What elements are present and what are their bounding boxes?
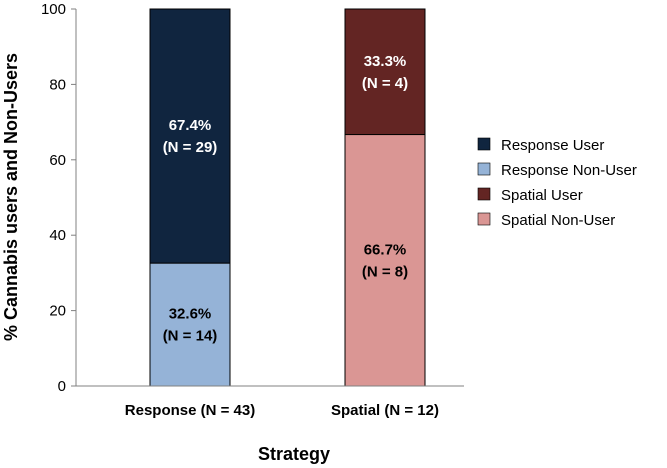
segment-count-label: (N = 8) [362,263,408,280]
legend-swatch [477,162,491,176]
bar-segment-response-non-user [149,262,231,387]
segment-percent-label: 33.3% [364,53,407,70]
y-tick-label: 20 [49,303,66,320]
bar-segment-spatial-user [344,8,426,136]
segment-percent-label: 66.7% [364,241,407,258]
segment-count-label: (N = 14) [163,328,218,345]
segment-percent-label: 67.4% [169,117,212,134]
legend-label: Response Non-User [501,162,637,179]
legend-label: Spatial User [501,187,583,204]
segment-percent-label: 32.6% [169,306,212,323]
y-axis-title: % Cannabis users and Non-Users [1,53,21,341]
segment-count-label: (N = 29) [163,139,218,156]
x-category-label: Spatial (N = 12) [331,402,439,419]
legend: Response User Response Non-User Spatial Us… [477,137,637,229]
bar-segment-response-user [149,8,231,264]
legend-swatch [477,187,491,201]
x-axis-category-labels: Response (N = 43) Spatial (N = 12) [125,402,439,419]
y-tick-label: 80 [49,76,66,93]
legend-label: Response User [501,137,604,154]
bar-segment-spatial-non-user [344,134,426,387]
y-tick-label: 40 [49,227,66,244]
legend-swatch [477,137,491,151]
axes [75,9,464,387]
bars: 32.6% (N = 14) 67.4% (N = 29) 66.7% (N = 8) 33… [149,8,426,387]
legend-swatch [477,212,491,226]
y-tick-label: 60 [49,152,66,169]
x-axis-title: Strategy [258,444,330,464]
y-tick-label: 100 [41,1,66,18]
x-category-label: Response (N = 43) [125,402,255,419]
segment-count-label: (N = 4) [362,75,408,92]
y-axis-ticks: 0 20 40 60 80 100 [41,1,76,395]
legend-label: Spatial Non-User [501,212,615,229]
y-tick-label: 0 [58,378,66,395]
